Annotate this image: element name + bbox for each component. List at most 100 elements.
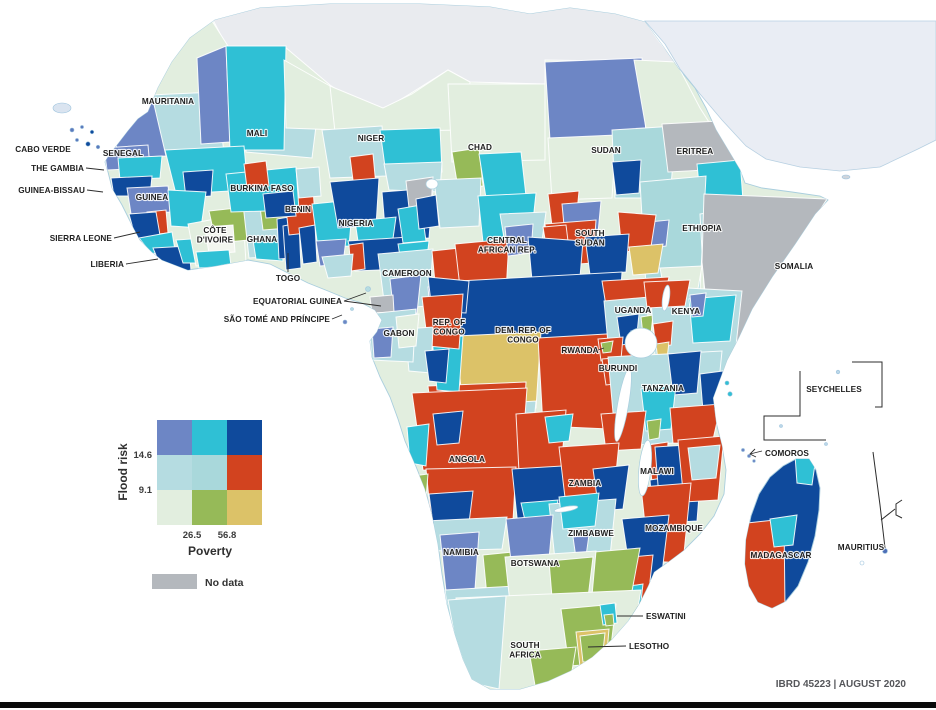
leader-line [749,448,757,458]
country-label: SOUTH SUDAN [575,229,605,248]
bioko-island [365,286,371,292]
country-label: GABON [384,329,415,338]
legend-color-grid [157,420,262,525]
country-label: RWANDA [561,346,598,355]
country-label: SOUTH AFRICA [509,641,541,660]
cabo-verde-island [85,141,91,147]
seychelles-island [779,424,783,428]
map-region-patch [544,413,574,444]
map-region-patch [371,326,394,359]
legend-cell-c8 [192,420,227,455]
legend-cell-c2 [192,490,227,525]
country-label: MAURITANIA [142,97,194,106]
sao-tome-island [342,319,348,325]
country-label: ANGOLA [449,455,485,464]
map-region-patch [252,237,284,262]
country-label: REP. OF CONGO [433,318,465,337]
country-label: ZIMBABWE [568,529,614,538]
leader-line [125,258,159,265]
country-label: MALAWI [640,467,674,476]
map-region-patch [262,190,297,219]
country-label: ETHIOPIA [682,224,721,233]
country-label: SUDAN [591,146,621,155]
country-label: CABO VERDE [15,145,71,154]
map-region-patch [689,292,707,318]
leader-line [749,450,763,455]
country-label: SEYCHELLES [806,385,862,394]
zanzibar-island [727,391,733,397]
country-label: SOMALIA [775,262,813,271]
country-labels: CABO VERDE THE GAMBIA GUINEA-BISSAU SIERRA … [14,96,886,661]
mauritius-branch [880,508,896,521]
country-label: SIERRA LEONE [50,234,113,243]
map-region-patch [794,459,817,486]
country-label: TOGO [276,274,301,283]
mauritius-bracket [895,499,903,519]
map-region-patch [628,243,664,276]
lakes [425,178,671,513]
country-label: NIGERIA [339,219,374,228]
lake-victoria [624,327,658,359]
map-region-patch [600,340,614,354]
legend-poverty-axis-label: Poverty [188,544,232,558]
map-region-patch [243,160,270,189]
country-label: THE GAMBIA [31,164,84,173]
lake-turkana [661,284,671,312]
choropleth-regions-madagascar [745,459,817,608]
legend-poverty-tick-2: 56.8 [218,530,237,541]
label-leader-lines [85,167,763,648]
map-region-patch [447,83,546,163]
leader-line [113,231,141,239]
cabo-verde-island [95,144,101,150]
country-label: ESWATINI [646,612,686,621]
country-label: UGANDA [615,306,652,315]
cabo-verde-island [69,127,75,133]
map-region-patch [584,233,630,276]
legend-cell-c3 [227,490,262,525]
map-region-patch [225,45,287,151]
country-label: ZAMBIA [569,479,601,488]
legend-no-data-swatch [152,574,197,589]
leader-line [331,314,343,320]
comoros-island [747,454,751,458]
country-label: MADAGASCAR [750,551,811,560]
map-region-patch [478,151,527,199]
country-label: SÃO TOMÉ AND PRÍNCIPE [224,314,331,324]
cabo-verde-island [89,129,95,135]
country-label: LIBERIA [91,260,124,269]
map-region-patch [667,350,702,396]
legend-cell-c5 [192,455,227,490]
small-islands [52,102,888,566]
leader-line [343,292,367,302]
map-region-patch [424,348,450,384]
country-label: MOZAMBIQUE [645,524,703,533]
map-attribution: IBRD 45223 | AUGUST 2020 [776,679,907,690]
legend-flood-tick-1: 14.6 [134,450,153,461]
country-label: NIGER [358,134,384,143]
lake-tanganyika [614,368,632,442]
country-label: DEM. REP. OF CONGO [495,326,551,345]
country-label: EQUATORIAL GUINEA [253,297,342,306]
country-label: COMOROS [765,449,809,458]
comoros-island [752,459,756,463]
map-region-patch [395,313,420,349]
country-label: BENIN [285,205,311,214]
legend-flood-tick-2: 9.1 [139,485,153,496]
lake-malawi [638,439,652,497]
country-label: LESOTHO [629,642,670,651]
country-label: CAMEROON [382,269,431,278]
country-label: BURKINA FASO [230,184,294,193]
country-label: CHAD [468,143,492,152]
map-region-patch [558,492,600,530]
map-region-patch [196,45,231,145]
socotra-island [841,174,851,180]
map-region-patch [117,155,163,181]
bivariate-legend: Flood risk 14.6 9.1 26.5 56.8 Poverty No… [116,420,262,589]
lake-kariba [553,505,579,513]
country-label: MALI [247,129,267,138]
map-region-patch [439,531,480,592]
mauritius-island [882,548,888,554]
map-region-patch [432,410,464,446]
cabo-verde-island [80,125,84,129]
